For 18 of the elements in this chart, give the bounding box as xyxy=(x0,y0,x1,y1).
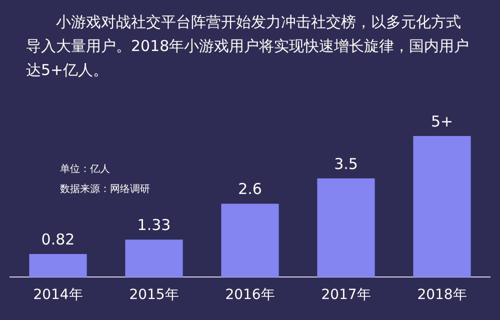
data-label: 5+ xyxy=(430,112,454,130)
bar xyxy=(29,254,87,278)
data-label: 3.5 xyxy=(334,154,358,173)
annotation: 数据来源：网络调研 xyxy=(60,182,150,197)
bar xyxy=(413,136,471,278)
bar xyxy=(317,178,375,278)
data-label: 2.6 xyxy=(238,180,262,198)
annotation: 单位：亿人 xyxy=(60,162,111,177)
data-label: 1.33 xyxy=(137,216,171,234)
x-tick-label: 2014年 xyxy=(33,287,83,304)
bar xyxy=(125,240,183,278)
x-tick-label: 2015年 xyxy=(129,287,179,304)
x-tick-label: 2017年 xyxy=(321,287,371,304)
x-tick-label: 2016年 xyxy=(225,287,275,304)
x-tick-label: 2018年 xyxy=(417,287,467,304)
chart-title: 小游戏对战社交平台阵营开始发力冲击社交榜，以多元化方式导入大量用户。2018年小游戏用户将实现快速增长旋律，国内用户达5+亿人。 xyxy=(25,12,470,81)
data-label: 0.82 xyxy=(41,230,75,248)
bar xyxy=(221,204,279,278)
